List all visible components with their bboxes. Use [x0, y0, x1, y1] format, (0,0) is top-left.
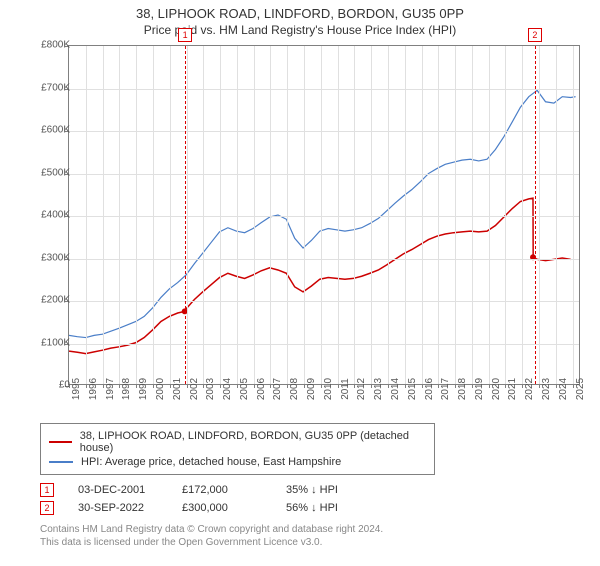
x-axis-label: 2007	[272, 378, 283, 400]
x-axis-label: 2018	[457, 378, 468, 400]
x-axis-label: 2021	[507, 378, 518, 400]
footer-line-1: Contains HM Land Registry data © Crown c…	[40, 523, 600, 536]
x-axis-label: 2016	[424, 378, 435, 400]
x-axis-label: 2004	[222, 378, 233, 400]
x-axis-label: 2010	[323, 378, 334, 400]
x-axis-label: 1998	[121, 378, 132, 400]
footer-attribution: Contains HM Land Registry data © Crown c…	[40, 523, 600, 549]
sales-table-row: 2 30-SEP-2022 £300,000 56% ↓ HPI	[40, 501, 600, 515]
x-axis-label: 2008	[289, 378, 300, 400]
x-axis-label: 2001	[172, 378, 183, 400]
x-axis-label: 2002	[189, 378, 200, 400]
legend-swatch	[49, 441, 72, 443]
x-axis-label: 2009	[306, 378, 317, 400]
sales-row-marker: 2	[40, 501, 54, 515]
y-axis-label: £600K	[41, 125, 70, 136]
line-series-svg	[69, 46, 579, 384]
sales-table: 1 03-DEC-2001 £172,000 35% ↓ HPI 2 30-SEP-202…	[40, 483, 600, 515]
x-axis-label: 2024	[558, 378, 569, 400]
legend-item: 38, LIPHOOK ROAD, LINDFORD, BORDON, GU35…	[49, 430, 426, 454]
y-axis-label: £0	[59, 380, 70, 391]
x-axis-label: 2014	[390, 378, 401, 400]
plot-area: 12	[68, 45, 580, 385]
x-axis-label: 1999	[138, 378, 149, 400]
chart-subtitle: Price paid vs. HM Land Registry's House …	[0, 23, 600, 37]
legend-item: HPI: Average price, detached house, East…	[49, 456, 426, 468]
x-axis-label: 2005	[239, 378, 250, 400]
x-axis-label: 2019	[474, 378, 485, 400]
sales-row-date: 30-SEP-2022	[78, 502, 158, 514]
x-axis-label: 2013	[373, 378, 384, 400]
legend-label: HPI: Average price, detached house, East…	[81, 456, 341, 468]
marker-flag: 1	[178, 28, 192, 42]
sales-row-price: £300,000	[182, 502, 262, 514]
chart-area: 12 £0 £100K £200K £300K £400K £500K £600K £700K…	[30, 45, 590, 415]
x-axis-label: 1996	[88, 378, 99, 400]
y-axis-label: £200K	[41, 295, 70, 306]
y-axis-label: £100K	[41, 337, 70, 348]
x-axis-label: 1995	[71, 378, 82, 400]
sales-row-price: £172,000	[182, 484, 262, 496]
x-axis-label: 2023	[541, 378, 552, 400]
x-axis-label: 2015	[407, 378, 418, 400]
sales-row-date: 03-DEC-2001	[78, 484, 158, 496]
marker-flag: 2	[528, 28, 542, 42]
x-axis-label: 2017	[440, 378, 451, 400]
x-axis-label: 1997	[105, 378, 116, 400]
x-axis-label: 2025	[575, 378, 586, 400]
chart-title: 38, LIPHOOK ROAD, LINDFORD, BORDON, GU35…	[0, 6, 600, 21]
legend-label: 38, LIPHOOK ROAD, LINDFORD, BORDON, GU35…	[80, 430, 426, 454]
sales-row-delta: 35% ↓ HPI	[286, 484, 366, 496]
y-axis-label: £800K	[41, 40, 70, 51]
x-axis-label: 2000	[155, 378, 166, 400]
y-axis-label: £500K	[41, 167, 70, 178]
x-axis-label: 2012	[356, 378, 367, 400]
y-axis-label: £400K	[41, 210, 70, 221]
footer-line-2: This data is licensed under the Open Gov…	[40, 536, 600, 549]
x-axis-label: 2011	[340, 378, 351, 400]
x-axis-label: 2003	[205, 378, 216, 400]
x-axis-label: 2006	[256, 378, 267, 400]
y-axis-label: £700K	[41, 82, 70, 93]
sales-row-marker: 1	[40, 483, 54, 497]
sales-table-row: 1 03-DEC-2001 £172,000 35% ↓ HPI	[40, 483, 600, 497]
y-axis-label: £300K	[41, 252, 70, 263]
legend-swatch	[49, 461, 73, 463]
x-axis-label: 2022	[524, 378, 535, 400]
chart-container: 38, LIPHOOK ROAD, LINDFORD, BORDON, GU35…	[0, 6, 600, 566]
legend-box: 38, LIPHOOK ROAD, LINDFORD, BORDON, GU35…	[40, 423, 435, 475]
sales-row-delta: 56% ↓ HPI	[286, 502, 366, 514]
x-axis-label: 2020	[491, 378, 502, 400]
